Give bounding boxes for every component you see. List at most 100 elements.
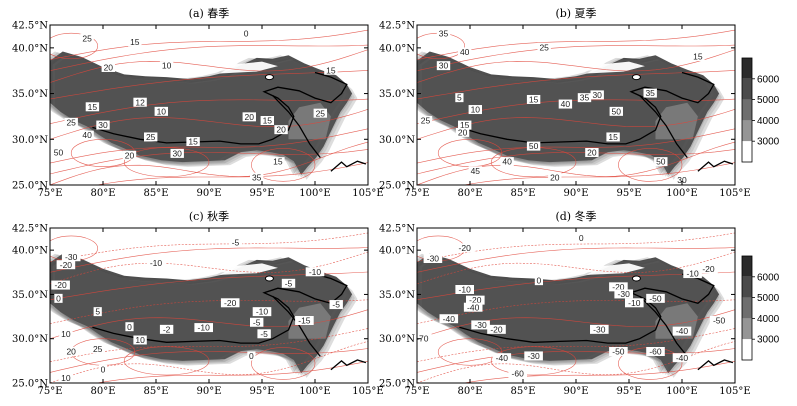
contour-loop: [50, 32, 98, 60]
contour-line: [417, 251, 735, 285]
y-tick-label: 40.0°N: [379, 43, 415, 54]
x-tick-label: 95°E: [616, 188, 641, 199]
contour-label: 15: [130, 37, 140, 47]
contour-label: 20: [587, 148, 597, 158]
contour-label-bg: [51, 280, 70, 290]
boundary-line: [272, 94, 321, 158]
terrain-shading: [55, 258, 358, 378]
contour-label: -20: [490, 324, 503, 334]
terrain-shading: [50, 255, 350, 376]
contour-label: 10: [471, 105, 481, 115]
colorbar-swatch: [742, 99, 752, 121]
contour-label-bg: [609, 282, 628, 292]
colorbar-swatch: [742, 276, 752, 298]
contour-label: 20: [276, 125, 286, 135]
terrain-shading: [417, 52, 714, 176]
contour-label: 30: [172, 149, 182, 159]
y-tick-label: 25.0°N: [379, 379, 415, 390]
plateau-terrain: [417, 253, 720, 374]
contour-label: 15: [608, 132, 618, 142]
contour-label-bg: [468, 105, 482, 115]
contour-label: 15: [188, 137, 198, 147]
x-tick-label: 105°E: [352, 386, 383, 397]
contour-line: [50, 29, 368, 60]
x-tick-label: 75°E: [37, 188, 62, 199]
x-tick-label: 85°E: [510, 386, 535, 397]
y-tick-label: 40.0°N: [12, 43, 48, 54]
colorbar-tick-label: 6000: [757, 74, 780, 85]
contour-label: -40: [467, 302, 480, 312]
contour-loop: [437, 338, 503, 366]
contour-label-bg: [305, 267, 325, 277]
contour-label-bg: [468, 166, 482, 176]
x-tick-label: 85°E: [510, 188, 535, 199]
contour-line: [50, 299, 368, 324]
x-tick-label: 80°E: [90, 188, 115, 199]
boundary-line: [639, 295, 688, 357]
contour-label-bg: [614, 289, 633, 299]
contour-line: [417, 247, 735, 273]
contour-label: -60: [649, 347, 662, 357]
y-tick-label: 40.0°N: [12, 246, 48, 257]
lowland-patch: [219, 263, 278, 275]
contour-label-bg: [436, 61, 451, 71]
contour-label: 25: [421, 116, 431, 126]
contour-line: [50, 309, 368, 339]
contour-label: 10: [162, 61, 172, 71]
contour-label-bg: [463, 302, 483, 312]
x-tick-label: 105°E: [352, 188, 383, 199]
contour-label-bg: [98, 364, 108, 374]
y-tick-label: 30.0°N: [379, 334, 415, 345]
contour-label-bg: [91, 344, 105, 354]
contour-label-bg: [585, 148, 599, 157]
y-tick-label: 30.0°N: [12, 334, 48, 345]
contour-label: -40: [676, 353, 689, 363]
contour-label: 40: [82, 130, 92, 140]
contour-label: -50: [713, 316, 726, 326]
colorbar-swatch: [742, 318, 752, 340]
contour-label-bg: [159, 61, 174, 71]
contour-label-bg: [54, 293, 63, 303]
contour-loop: [251, 347, 316, 380]
contour-label: 35: [645, 88, 655, 98]
contour-label-bg: [471, 320, 490, 330]
boundary-line: [459, 71, 715, 145]
plateau-terrain: [417, 51, 720, 175]
contour-label: 20: [550, 172, 560, 182]
contour-loop: [618, 148, 683, 182]
colorbar-tick-label: 5000: [757, 293, 780, 304]
y-tick-label: 25.0°N: [379, 181, 415, 192]
y-tick-label: 42.5°N: [12, 224, 48, 235]
contour-label-bg: [417, 333, 432, 343]
y-tick-label: 35.0°N: [379, 290, 415, 301]
x-tick-label: 105°E: [719, 188, 750, 199]
contour-label-bg: [51, 148, 66, 157]
lowland-patch: [219, 61, 278, 74]
contour-label: 20: [104, 63, 114, 73]
contour-label-bg: [537, 42, 551, 52]
contour-label-bg: [56, 260, 76, 270]
contour-label: -70: [416, 333, 429, 343]
contour-label: -20: [224, 298, 237, 308]
contour-label: -40: [676, 326, 689, 336]
contour-label-bg: [508, 369, 527, 379]
boundary-line: [697, 160, 734, 172]
contour-label-bg: [125, 322, 134, 332]
contour-label: -20: [702, 264, 715, 274]
contour-label-bg: [64, 347, 78, 356]
contour-label: -50: [649, 293, 662, 303]
x-tick-label: 100°E: [666, 188, 697, 199]
contour-label: 30: [677, 175, 687, 185]
contour-label: -15: [298, 316, 311, 326]
contour-label: -20: [469, 295, 482, 305]
contour-label: 50: [529, 141, 539, 151]
contour-label: 20: [245, 112, 255, 122]
contour-label: -20: [60, 260, 73, 270]
contour-label: 10: [135, 335, 145, 345]
contour-label: -50: [612, 347, 625, 357]
contour-label-bg: [675, 175, 689, 185]
contour-label: 15: [693, 52, 703, 62]
contour-label-bg: [691, 52, 705, 61]
contour-label-bg: [439, 314, 459, 324]
